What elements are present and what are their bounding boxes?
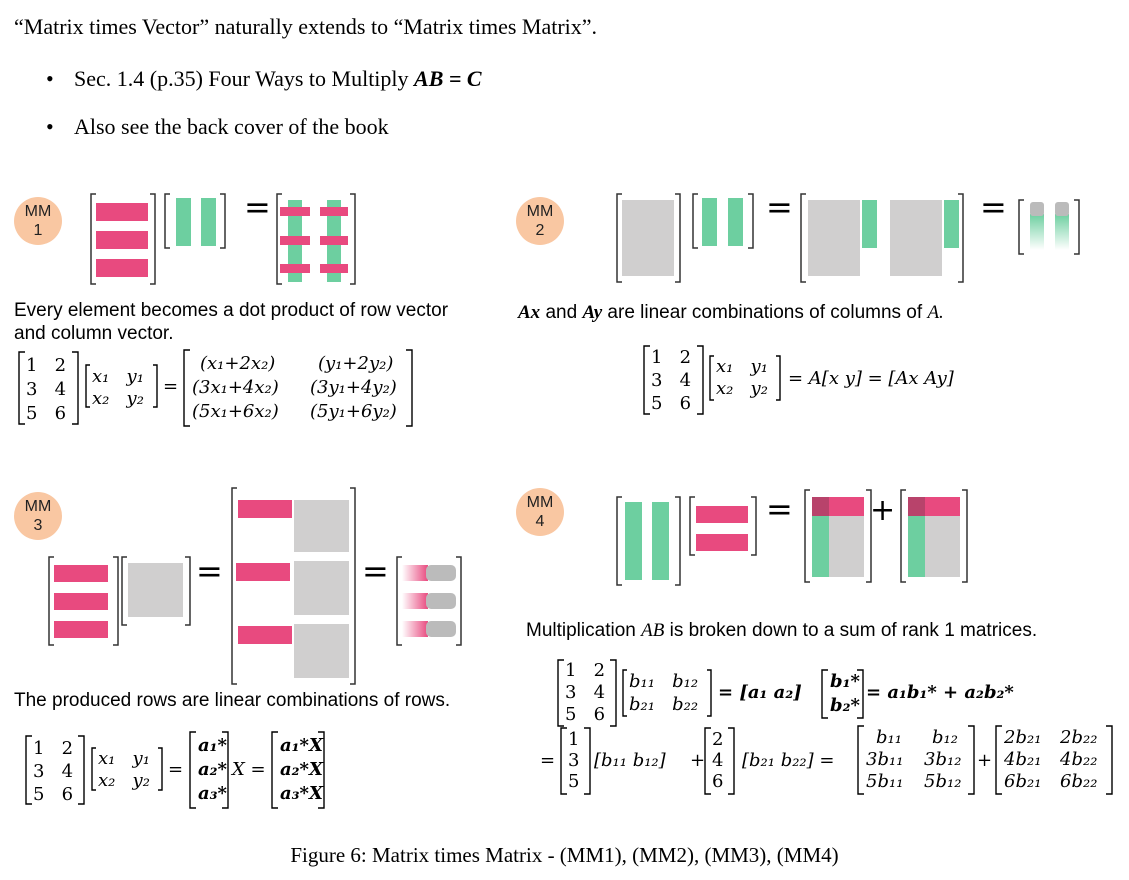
bullet-math: AB = C bbox=[414, 66, 482, 91]
mm4-row2: [b₂₁ b₂₂] = bbox=[742, 750, 835, 771]
badge-mm4: MM 4 bbox=[516, 488, 564, 536]
mm1-equals: = bbox=[163, 376, 179, 397]
svg-text:=: = bbox=[196, 552, 223, 590]
mm4-caption: Multiplication AB is broken down to a su… bbox=[526, 620, 1038, 641]
mm4-matrix-b: b₁₁ b₁₂ b₂₁ b₂₂ bbox=[629, 671, 699, 715]
svg-text:=: = bbox=[362, 552, 389, 590]
mm2-matrix-a: 1 2 3 4 5 6 bbox=[651, 347, 692, 414]
bullet-text: Also see the back cover of the book bbox=[74, 114, 389, 139]
badge-mm2: MM 2 bbox=[516, 197, 564, 245]
svg-text:=: = bbox=[766, 490, 793, 528]
mm1-matrix-x: x₁ y₁ x₂ y₂ bbox=[92, 366, 144, 409]
mm4-equals-2: = bbox=[540, 750, 556, 771]
svg-text:=: = bbox=[244, 188, 271, 226]
mm3-equals: = bbox=[168, 759, 184, 780]
mm3-astar-col: a₁* a₂* a₃* bbox=[198, 735, 227, 804]
mm3-x-label: X = bbox=[232, 759, 266, 780]
mm4-plus-1: + bbox=[690, 750, 706, 771]
intro-text: “Matrix times Vector” naturally extends … bbox=[14, 14, 598, 39]
svg-text:=: = bbox=[766, 188, 793, 226]
bullet-text: Sec. 1.4 (p.35) Four Ways to Multiply bbox=[74, 66, 415, 91]
svg-text:=: = bbox=[980, 188, 1007, 226]
mm1-result-col2: (y₁+2y₂) (3y₁+4y₂) (5y₁+6y₂) bbox=[310, 353, 397, 422]
badge-mm3: MM 3 bbox=[14, 492, 62, 540]
mm4-matrix-a: 1 2 3 4 5 6 bbox=[565, 660, 606, 725]
mm1-caption-line1: Every element becomes a dot product of r… bbox=[14, 300, 449, 321]
mm1-caption-line2: and column vector. bbox=[14, 323, 174, 344]
mm1-result-col1: (x₁+2x₂) (3x₁+4x₂) (5x₁+6x₂) bbox=[192, 353, 279, 422]
mm4-col2: 2 4 6 bbox=[712, 729, 724, 792]
mm1-matrix-a: 1 2 3 4 5 6 bbox=[26, 355, 67, 424]
mm3-astarx-col: a₁*X a₂*X a₃*X bbox=[280, 735, 323, 804]
mm4-res1-col2: b₁₂ 3b₁₂ 5b₁₂ bbox=[924, 727, 962, 792]
mm3-matrix-a: 1 2 3 4 5 6 bbox=[33, 738, 74, 805]
mm4-res1-col1: b₁₁ 3b₁₁ 5b₁₁ bbox=[866, 727, 904, 792]
mm4-col1: 1 3 5 bbox=[568, 729, 580, 792]
mm3-caption: The produced rows are linear combination… bbox=[14, 690, 451, 711]
badge-mm1: MM 1 bbox=[14, 197, 62, 245]
mm2-caption: Ax and Ay are linear combinations of col… bbox=[518, 302, 944, 323]
mm4-bstar-col: b₁* b₂* bbox=[830, 671, 860, 716]
figure-caption: Figure 6: Matrix times Matrix - (MM1), (… bbox=[290, 843, 839, 867]
mm4-plus-2: + bbox=[977, 750, 993, 771]
mm4-cols: = [a₁ a₂] bbox=[718, 682, 802, 703]
mm2-matrix-x: x₁ y₁ x₂ y₂ bbox=[716, 356, 768, 399]
mm4-res2-col1: 2b₂₁ 4b₂₁ 6b₂₁ bbox=[1004, 727, 1042, 792]
svg-text:+: + bbox=[870, 493, 895, 528]
bullet-item-2: • Also see the back cover of the book bbox=[46, 114, 389, 139]
mm3-matrix-x: x₁ y₁ x₂ y₂ bbox=[98, 748, 150, 791]
mm4-row1: [b₁₁ b₁₂] bbox=[594, 750, 666, 771]
bullet-item-1: • Sec. 1.4 (p.35) Four Ways to Multiply A… bbox=[46, 66, 482, 91]
mm4-sum: = a₁b₁* + a₂b₂* bbox=[866, 682, 1014, 703]
mm4-res2-col2: 2b₂₂ 4b₂₂ 6b₂₂ bbox=[1060, 727, 1098, 792]
mm2-rhs: = A[x y] = [Ax Ay] bbox=[788, 368, 954, 389]
